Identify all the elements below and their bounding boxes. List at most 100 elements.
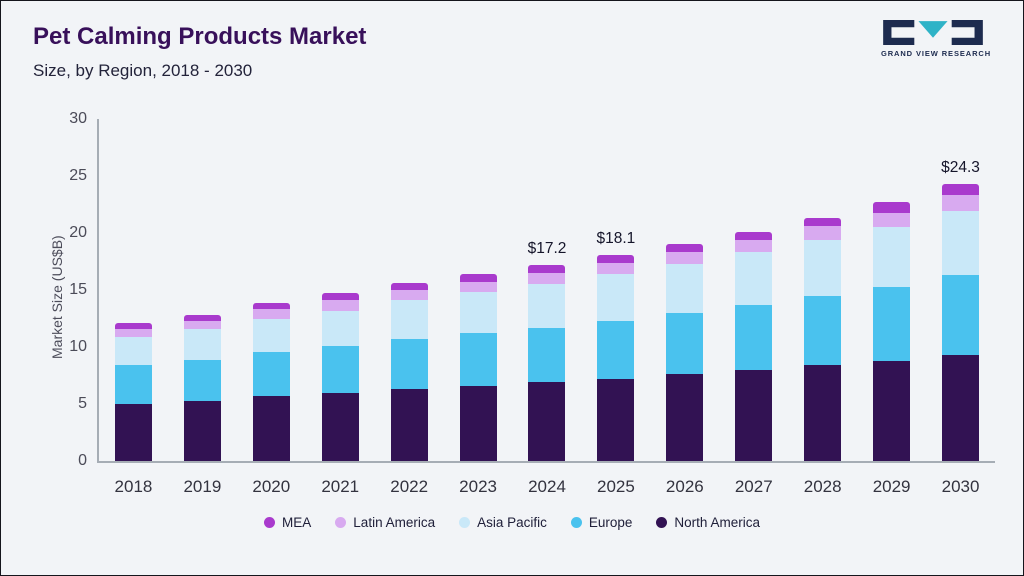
bar-2019: 2019 xyxy=(168,119,237,496)
legend-dot xyxy=(264,517,276,528)
segment-asia-pacific xyxy=(942,211,980,276)
x-axis-tick-label: 2019 xyxy=(183,477,222,496)
bar-stack xyxy=(321,293,359,461)
segment-mea xyxy=(804,218,842,227)
segment-asia-pacific xyxy=(804,239,842,296)
segment-europe xyxy=(183,359,221,401)
x-axis-tick-label: 2025 xyxy=(597,477,635,496)
segment-asia-pacific xyxy=(666,263,704,313)
segment-latin-america xyxy=(735,239,773,253)
value-label-2025: $18.1 xyxy=(596,229,636,247)
x-axis-tick-label: 2029 xyxy=(872,477,911,496)
gvr-logo-icon xyxy=(883,20,983,45)
legend-item-mea: MEA xyxy=(264,515,311,530)
legend-item-europe: Europe xyxy=(570,515,633,530)
segment-asia-pacific xyxy=(597,274,635,321)
legend-label: Latin America xyxy=(353,515,436,530)
segment-latin-america xyxy=(597,262,635,275)
bar-stack xyxy=(114,323,152,461)
segment-north-america xyxy=(666,374,704,461)
segment-north-america xyxy=(942,354,980,461)
segment-mea xyxy=(873,202,911,213)
y-axis-tick-label: 20 xyxy=(69,224,87,241)
x-axis-tick-label: 2020 xyxy=(252,477,291,496)
bar-2029: 2029 xyxy=(857,119,926,496)
legend-item-latin-america: Latin America xyxy=(335,515,435,530)
segment-north-america xyxy=(804,365,842,461)
segment-europe xyxy=(321,345,359,393)
segment-europe xyxy=(390,339,428,390)
x-axis-tick-label: 2022 xyxy=(390,477,429,496)
bar-2027: 2027 xyxy=(719,119,788,496)
segment-latin-america xyxy=(804,226,842,240)
segment-asia-pacific xyxy=(459,292,497,334)
segment-latin-america xyxy=(528,272,566,285)
bar-2023: 2023 xyxy=(444,119,513,496)
x-axis-tick-label: 2027 xyxy=(734,477,773,496)
segment-asia-pacific xyxy=(183,328,221,360)
segment-latin-america xyxy=(114,328,152,337)
segment-europe xyxy=(735,304,773,370)
bar-stack xyxy=(942,184,980,461)
y-axis-tick-label: 5 xyxy=(78,395,87,412)
bar-2022: 2022 xyxy=(375,119,444,496)
segment-north-america xyxy=(114,404,152,461)
bar-stack xyxy=(804,218,842,461)
legend: MEA Latin America Asia Pacific Europe North … xyxy=(1,515,1023,530)
segment-asia-pacific xyxy=(252,318,290,352)
x-axis-tick-label: 2026 xyxy=(665,477,704,496)
segment-north-america xyxy=(183,400,221,461)
legend-dot xyxy=(570,517,582,528)
segment-mea xyxy=(183,315,221,321)
segment-mea xyxy=(390,283,428,291)
bar-2020: 2020 xyxy=(237,119,306,496)
bar-stack xyxy=(735,231,773,461)
segment-latin-america xyxy=(942,195,980,212)
bar-stack xyxy=(183,315,221,461)
segment-europe xyxy=(804,295,842,366)
bar-stack xyxy=(390,283,428,461)
bar-stack xyxy=(597,254,635,461)
segment-europe xyxy=(942,275,980,355)
segment-europe xyxy=(597,320,635,379)
x-axis-tick-label: 2024 xyxy=(528,477,566,496)
segment-north-america xyxy=(459,385,497,461)
bar-stack xyxy=(528,264,566,461)
bar-stack xyxy=(873,202,911,461)
legend-label: Europe xyxy=(588,515,633,530)
segment-mea xyxy=(321,293,359,301)
legend-dot xyxy=(656,517,668,528)
y-axis-tick-label: 25 xyxy=(69,167,87,184)
segment-asia-pacific xyxy=(114,336,152,366)
segment-asia-pacific xyxy=(390,300,428,340)
y-axis-tick-label: 0 xyxy=(78,452,87,469)
segment-europe xyxy=(252,351,290,397)
segment-north-america xyxy=(873,360,911,461)
segment-mea xyxy=(114,323,152,329)
segment-latin-america xyxy=(321,300,359,311)
value-label-2024: $17.2 xyxy=(527,239,567,257)
legend-item-asia-pacific: Asia Pacific xyxy=(459,515,547,530)
segment-latin-america xyxy=(666,252,704,264)
legend-item-north-america: North America xyxy=(656,515,760,530)
legend-label: Asia Pacific xyxy=(477,515,547,530)
y-axis-tick-label: 30 xyxy=(69,110,87,127)
value-label-2030: $24.3 xyxy=(941,159,980,177)
segment-north-america xyxy=(597,378,635,461)
bar-2024: $17.2 2024 xyxy=(513,119,582,496)
segment-europe xyxy=(873,286,911,361)
bar-2018: 2018 xyxy=(99,119,168,496)
y-axis-tick-label: 15 xyxy=(69,281,87,298)
segment-asia-pacific xyxy=(321,310,359,346)
x-axis-tick-label: 2028 xyxy=(803,477,842,496)
legend-dot xyxy=(459,517,471,528)
y-axis-tick-label: 10 xyxy=(69,338,87,355)
segment-europe xyxy=(666,312,704,375)
bar-2030: $24.3 2030 xyxy=(926,119,995,496)
bars-area: 2018 2019 2020 2021 2022 2023 $17.2 2024 $18.1 20… xyxy=(99,119,995,496)
segment-europe xyxy=(459,333,497,386)
legend-label: North America xyxy=(674,515,760,530)
bar-2026: 2026 xyxy=(650,119,719,496)
page-title: Pet Calming Products Market xyxy=(33,23,367,50)
